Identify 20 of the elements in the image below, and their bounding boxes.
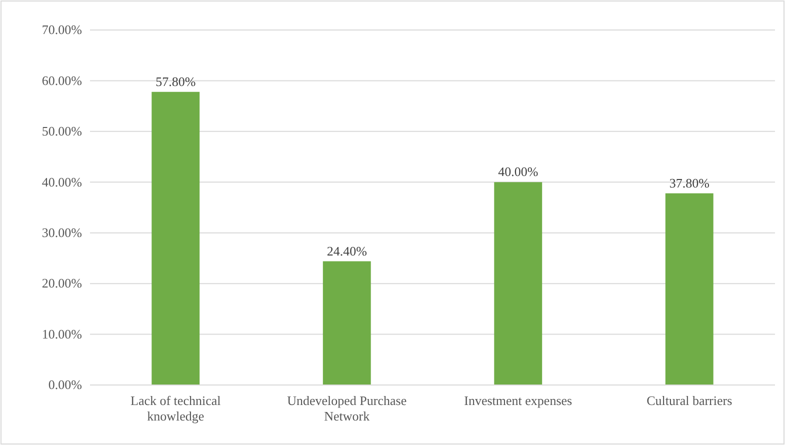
bar [322,261,371,385]
data-label: 37.80% [669,175,710,190]
data-label: 57.80% [156,74,196,89]
x-tick-label: Lack of technical knowledge [130,393,222,424]
y-tick-label: 40.00% [42,174,82,190]
y-tick-label: 70.00% [42,22,82,38]
x-tick-label: Undeveloped Purchase Network [287,393,407,424]
bar [665,193,714,385]
x-tick-label: Cultural barriers [646,393,732,408]
data-label: 40.00% [498,164,538,180]
bar [494,182,542,385]
y-tick-label: 0.00% [48,377,82,392]
y-tick-label: 30.00% [42,225,82,240]
y-tick-label: 50.00% [42,124,82,139]
x-tick-label: Investment expenses [464,393,572,408]
y-tick-label: 10.00% [42,326,82,342]
y-tick-label: 20.00% [42,276,82,291]
data-label: 24.40% [326,243,368,258]
y-tick-label: 60.00% [42,72,82,88]
bar [152,92,200,385]
